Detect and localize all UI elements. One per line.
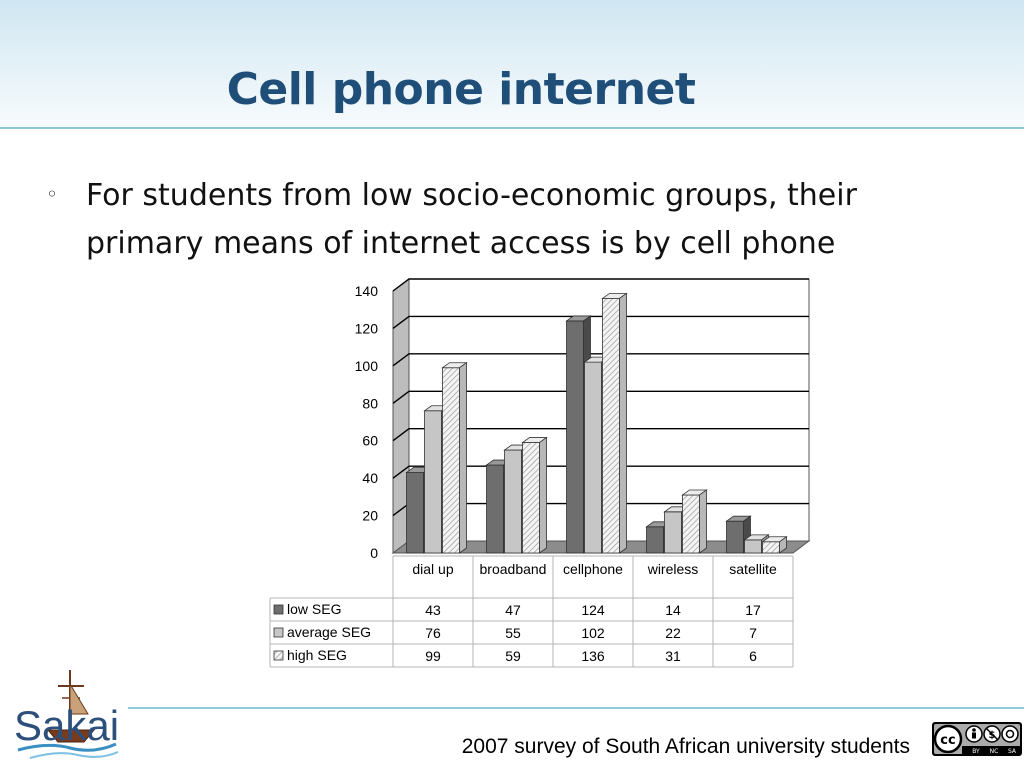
x-category-label: satellite	[729, 561, 777, 577]
bar-side	[699, 489, 707, 554]
x-category-label: cellphone	[563, 561, 623, 577]
sharealike-icon	[1001, 725, 1019, 743]
footer-divider	[128, 707, 1024, 709]
svg-text:BY: BY	[972, 748, 980, 755]
x-category-label: dial up	[412, 561, 453, 577]
bar	[681, 489, 708, 554]
bar-front	[682, 494, 700, 554]
bar	[441, 361, 468, 554]
header-divider	[0, 127, 1024, 129]
bar-front	[566, 320, 584, 554]
gridline	[392, 353, 809, 367]
bar-side	[459, 361, 467, 554]
data-value-label: 7	[749, 625, 757, 641]
y-tick-label: 80	[362, 395, 378, 411]
x-category-label: broadband	[480, 561, 547, 577]
bar-front	[664, 511, 682, 554]
data-value-label: 76	[425, 625, 441, 641]
svg-text:SA: SA	[1008, 748, 1017, 755]
logo-wordmark: Sakai	[14, 702, 119, 749]
cc-icon	[933, 724, 963, 754]
bar-front	[744, 539, 762, 554]
bar-side	[539, 436, 547, 554]
bar	[601, 292, 628, 554]
bar	[761, 535, 788, 554]
legend-series-name: average SEG	[287, 624, 371, 640]
gridline	[392, 278, 809, 292]
data-value-label: 31	[665, 648, 681, 664]
legend-swatch	[273, 627, 284, 638]
data-table: dial up broadband cellphone wireless satelli…	[269, 555, 794, 668]
x-category-label: wireless	[647, 561, 699, 577]
y-tick-label: 140	[355, 283, 379, 299]
legend-swatch	[273, 650, 284, 661]
data-value-label: 136	[581, 648, 605, 664]
bar-front	[522, 442, 540, 554]
bullet-text: For students from low socio-economic gro…	[86, 178, 857, 261]
svg-text:NC: NC	[990, 748, 999, 755]
data-value-label: 14	[665, 602, 681, 618]
bar-front	[602, 298, 620, 554]
bar-side	[619, 292, 627, 554]
gridline	[392, 465, 809, 479]
svg-text:$: $	[989, 730, 996, 741]
bullet-circle-icon: ◦	[46, 182, 58, 206]
y-tick-label: 100	[355, 358, 379, 374]
y-tick-label: 0	[370, 545, 378, 561]
bar-front	[726, 520, 744, 554]
footer-caption: 2007 survey of South African university …	[461, 735, 910, 758]
bar-front	[584, 361, 602, 554]
data-value-label: 99	[425, 648, 441, 664]
data-value-label: 124	[581, 602, 605, 618]
gridline	[392, 390, 809, 404]
bar-front	[762, 541, 780, 554]
bar-front	[424, 410, 442, 554]
gridline	[392, 428, 809, 442]
data-value-label: 55	[505, 625, 521, 641]
bar-front	[406, 472, 424, 554]
bar-side	[779, 535, 787, 554]
chart-bars	[405, 292, 788, 554]
data-value-label: 43	[425, 602, 441, 618]
header-band	[0, 0, 1024, 128]
y-tick-label: 120	[355, 320, 379, 336]
y-tick-label: 40	[362, 470, 378, 486]
bar-front	[486, 464, 504, 554]
gridline	[392, 315, 809, 329]
y-tick-label: 60	[362, 433, 378, 449]
data-value-label: 17	[745, 602, 761, 618]
bar	[521, 436, 548, 554]
data-value-label: 22	[665, 625, 681, 641]
data-value-label: 59	[505, 648, 521, 664]
data-value-label: 102	[581, 625, 605, 641]
slide-title: Cell phone internet	[226, 64, 696, 115]
bar-front	[646, 526, 664, 554]
legend-series-name: low SEG	[287, 601, 341, 617]
data-value-label: 47	[505, 602, 521, 618]
legend-series-name: high SEG	[287, 647, 347, 663]
y-tick-label: 20	[362, 508, 378, 524]
legend-swatch	[273, 604, 284, 615]
bar-front	[504, 449, 522, 554]
bar-front	[442, 367, 460, 554]
creative-commons-license-badge: cc $ BY NC SA	[932, 722, 1022, 756]
sakai-logo: Sakai	[14, 670, 119, 759]
svg-text:cc: cc	[940, 733, 955, 748]
data-value-label: 6	[749, 648, 757, 664]
